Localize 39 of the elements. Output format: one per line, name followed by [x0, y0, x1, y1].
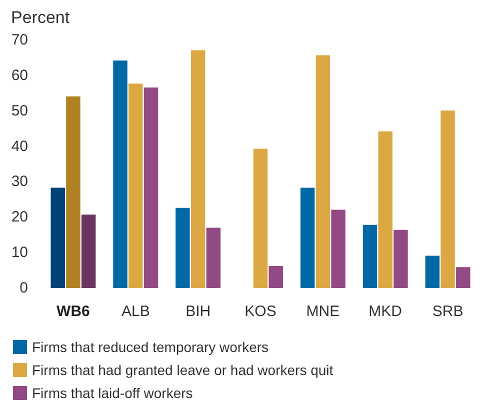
y-tick-label: 70	[11, 32, 28, 48]
bar	[128, 84, 143, 288]
y-tick-label: 10	[11, 244, 28, 262]
bar	[206, 228, 221, 288]
legend-label: Firms that reduced temporary workers	[32, 339, 269, 355]
bar	[268, 266, 283, 288]
x-tick-label: KOS	[244, 303, 276, 320]
y-axis-title: Percent	[11, 8, 70, 27]
bar	[440, 110, 455, 288]
bar	[394, 230, 408, 288]
y-tick-label: 60	[11, 66, 28, 84]
bar	[253, 148, 268, 288]
y-tick-label: 50	[11, 102, 28, 120]
x-tick-label: ALB	[121, 303, 150, 320]
bar	[378, 131, 392, 288]
bar	[456, 267, 470, 288]
y-tick-label: 40	[11, 138, 28, 155]
bar	[176, 208, 190, 288]
bar	[190, 50, 206, 288]
bar	[331, 210, 346, 288]
bar	[81, 214, 96, 288]
bar	[362, 224, 378, 288]
legend-label: Firms that laid-off workers	[32, 385, 193, 401]
bar	[50, 188, 65, 288]
x-tick-label: MKD	[368, 303, 402, 320]
bar	[113, 60, 128, 288]
x-tick-label: MNE	[306, 303, 340, 320]
bar	[425, 256, 440, 288]
bar	[316, 55, 330, 288]
y-tick-label: 20	[11, 208, 28, 226]
bar	[144, 87, 158, 288]
legend-label: Firms that had granted leave or had workers quit	[32, 362, 334, 378]
x-tick-label: SRB	[432, 303, 464, 320]
bar	[300, 188, 315, 288]
y-tick-label: 0	[20, 280, 28, 296]
x-tick-label: BIH	[186, 303, 211, 320]
x-tick-label: WB6	[56, 303, 90, 320]
bar	[66, 96, 80, 288]
y-tick-label: 30	[11, 173, 28, 190]
